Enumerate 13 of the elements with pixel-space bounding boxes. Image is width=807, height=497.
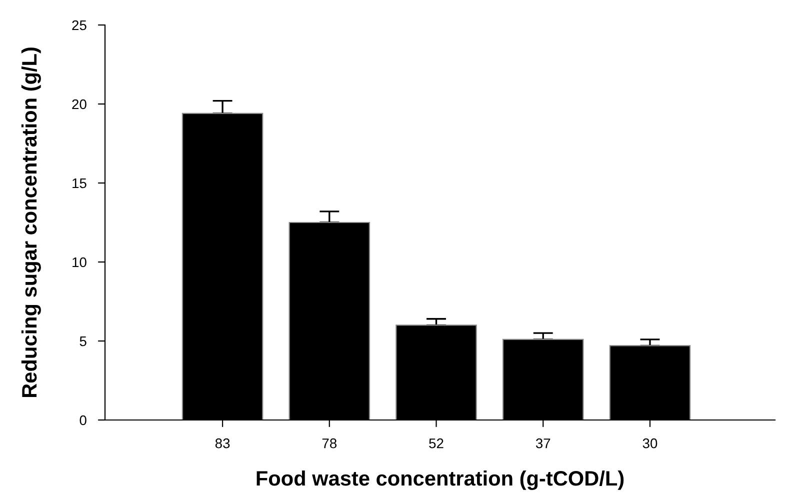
y-tick-label: 0	[80, 415, 86, 426]
x-tick-label: 30	[642, 438, 658, 448]
y-tick-label: 20	[72, 99, 86, 110]
x-tick-label: 37	[536, 438, 550, 448]
x-tick-label: 83	[215, 438, 230, 448]
y-tick-label: 15	[72, 178, 86, 188]
y-tick-label: 10	[72, 257, 86, 268]
x-axis-title: Food waste concentration (g-tCOD/L)	[256, 470, 624, 490]
y-tick-label: 5	[80, 336, 86, 346]
y-axis-title: Reducing sugar concentration (g/L)	[21, 48, 41, 398]
x-tick-label: 52	[429, 438, 444, 448]
y-tick-label: 25	[72, 20, 86, 30]
x-tick-label: 78	[322, 438, 337, 448]
